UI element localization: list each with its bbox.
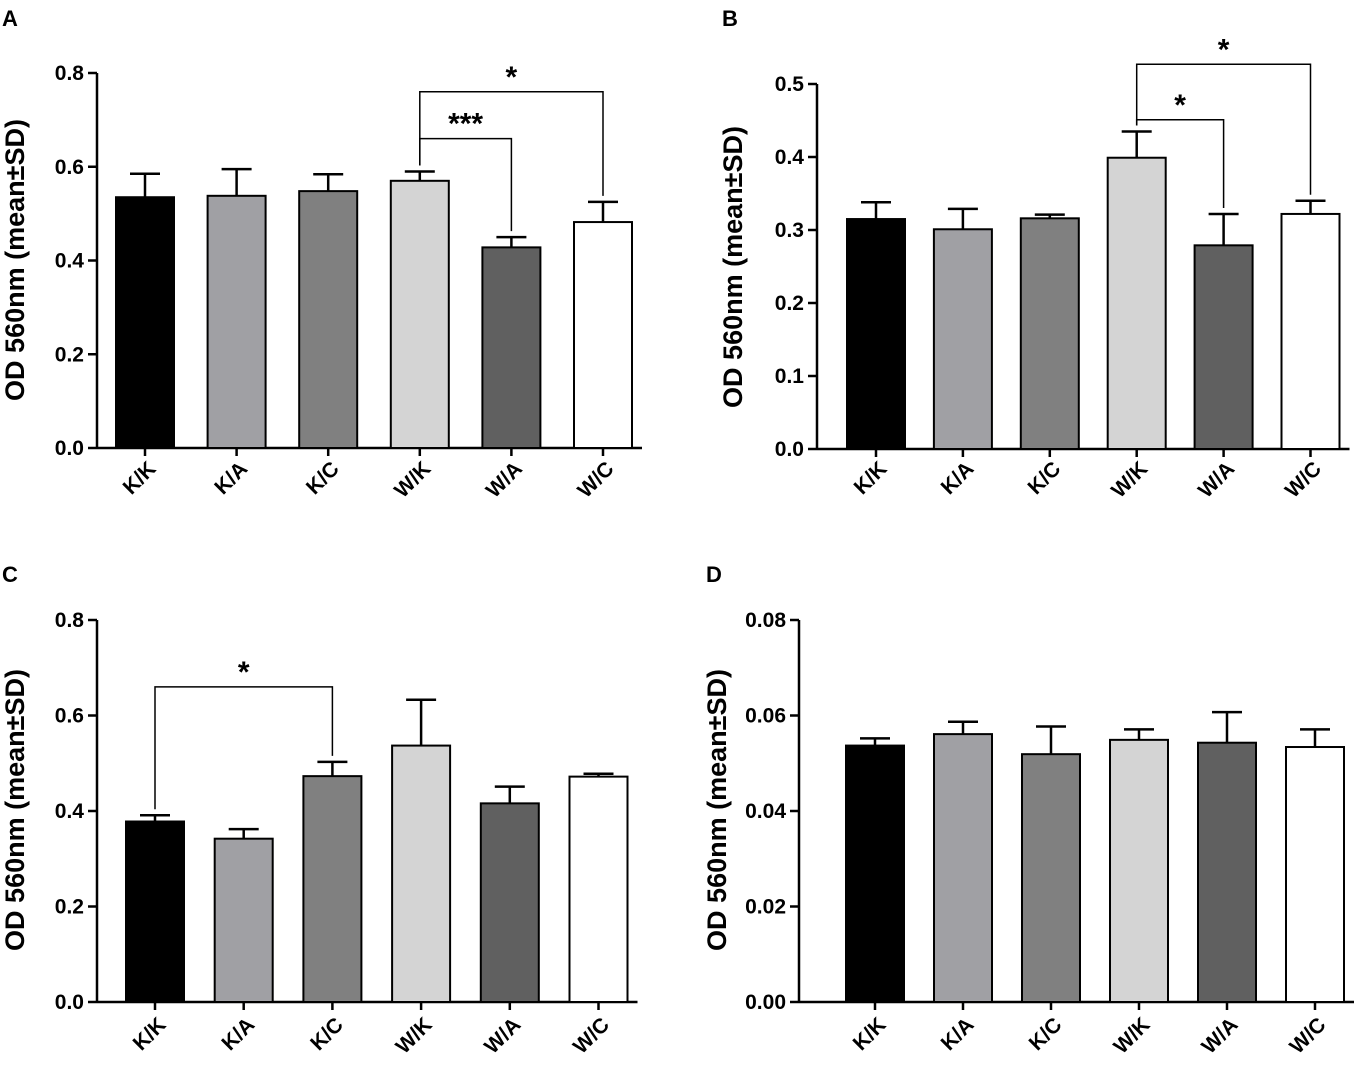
y-tick-label: 0.8 — [55, 609, 85, 632]
y-tick-label: 0.4 — [775, 146, 805, 169]
x-tick-label: K/A — [937, 457, 979, 499]
y-tick-label: 0.8 — [55, 62, 85, 85]
bar-k-k — [845, 744, 905, 1004]
plot-area: 0.0 0.2 0.4 0.6 0.8 K/K K/A K/C W/K W/A W/C * — [55, 609, 638, 1058]
x-tick-label: W/C — [569, 1013, 614, 1058]
y-tick-label: 0.0 — [55, 991, 84, 1014]
panel-label: C — [2, 562, 18, 587]
significance-bracket — [154, 686, 334, 810]
y-tick-label: 0.4 — [55, 250, 85, 273]
bar-w-k — [1109, 738, 1169, 1003]
bar-k-k — [115, 196, 175, 449]
bar-k-k — [125, 820, 185, 1003]
y-tick-label: 0.3 — [775, 219, 804, 242]
x-tick-label: W/K — [390, 457, 435, 502]
y-tick-label: 0.2 — [775, 292, 804, 315]
y-tick-label: 0.5 — [775, 73, 805, 96]
y-axis-label: OD 560nm (mean±SD) — [718, 126, 748, 408]
panel-d: D OD 560nm (mean±SD) 0.000.020.040.060.0… — [702, 562, 1354, 1058]
y-axis-label: OD 560nm (mean±SD) — [0, 119, 30, 401]
y-tick-label: 0.1 — [775, 365, 805, 388]
significance-label: * — [238, 656, 250, 689]
x-tick-label: W/A — [1197, 1013, 1242, 1058]
y-tick-label: 0.00 — [745, 991, 786, 1014]
y-tick-label: 0.6 — [55, 156, 84, 179]
x-tick-label: W/C — [1281, 457, 1326, 502]
bar-k-a — [206, 194, 267, 449]
bar-w-a — [481, 246, 542, 449]
y-tick-label: 0.2 — [55, 896, 84, 919]
y-tick-label: 0.04 — [745, 800, 786, 823]
x-tick-label: K/K — [119, 457, 161, 499]
y-tick-label: 0.0 — [55, 437, 84, 460]
x-tick-label: K/A — [210, 457, 252, 499]
plot-area: 0.00 0.02 0.04 0.06 0.08 K/K K/A K/C W/K W/A W/C — [745, 609, 1354, 1058]
x-tick-label: K/K — [129, 1013, 171, 1055]
x-tick-label: W/K — [1109, 1013, 1154, 1058]
x-tick-label: K/C — [302, 457, 344, 499]
significance-label: *** — [448, 108, 483, 141]
bar-w-a — [1197, 741, 1257, 1004]
panel-label: B — [722, 6, 738, 31]
x-tick-label: W/K — [1107, 457, 1152, 502]
x-tick-label: K/C — [1023, 457, 1065, 499]
panel-label: D — [706, 562, 722, 587]
bar-w-c — [1285, 746, 1345, 1004]
significance-label: * — [1218, 33, 1230, 66]
plot-area: 0.0 0.1 0.2 0.3 0.4 0.5 K/K K/A K/C W/K W/A W/C * * — [775, 33, 1350, 502]
x-tick-label: W/C — [573, 457, 618, 502]
bar-w-k — [391, 744, 452, 1004]
bar-k-c — [302, 775, 363, 1004]
panel-c: C OD 560nm (mean±SD) 0.0 0.2 0.4 0.6 0.8 K/K K… — [0, 562, 638, 1058]
bar-k-c — [1019, 217, 1080, 450]
y-axis-label: OD 560nm (mean±SD) — [702, 669, 732, 951]
x-tick-label: W/A — [482, 457, 527, 502]
x-tick-label: K/K — [850, 457, 892, 499]
x-tick-label: K/C — [1025, 1013, 1067, 1055]
x-tick-label: K/K — [849, 1013, 891, 1055]
bar-k-k — [846, 218, 906, 450]
y-axis-label: OD 560nm (mean±SD) — [0, 669, 30, 951]
panel-a: A OD 560nm (mean±SD) 0.0 0.2 0.4 0.6 0.8 K/K K… — [0, 6, 642, 502]
x-tick-label: K/A — [937, 1013, 979, 1055]
panel-b: B OD 560nm (mean±SD) 0.0 0.1 0.2 0.3 0.4 0.5 K… — [718, 6, 1350, 502]
x-tick-label: W/C — [1285, 1013, 1330, 1058]
panel-label: A — [2, 6, 18, 31]
bar-k-c — [298, 190, 359, 449]
bar-k-a — [213, 837, 274, 1003]
x-tick-label: W/A — [1194, 457, 1239, 502]
bar-w-c — [1280, 212, 1341, 450]
significance-bracket — [1135, 63, 1312, 195]
y-tick-label: 0.6 — [55, 705, 84, 728]
plot-area: 0.00.20.40.60.8K/K K/A K/C W/K W/A W/C**** — [55, 61, 642, 502]
y-tick-label: 0.0 — [775, 438, 804, 461]
bar-k-a — [932, 228, 993, 450]
y-tick-label: 0.2 — [55, 343, 84, 366]
bar-w-a — [1193, 244, 1254, 450]
bar-k-a — [933, 733, 993, 1003]
bar-w-c — [568, 775, 629, 1003]
significance-bracket — [419, 91, 604, 196]
x-tick-label: K/C — [306, 1013, 348, 1055]
bar-w-c — [573, 221, 633, 449]
y-tick-label: 0.4 — [55, 800, 85, 823]
y-tick-label: 0.08 — [745, 609, 786, 632]
bar-w-a — [479, 802, 540, 1003]
x-tick-label: W/K — [392, 1013, 437, 1058]
significance-label: * — [1174, 89, 1186, 122]
bar-k-c — [1021, 753, 1081, 1003]
y-tick-label: 0.06 — [745, 705, 786, 728]
x-tick-label: K/A — [217, 1013, 259, 1055]
x-tick-label: W/A — [480, 1013, 525, 1058]
bar-w-k — [389, 179, 450, 449]
bar-w-k — [1106, 156, 1167, 450]
significance-label: * — [506, 61, 518, 94]
y-tick-label: 0.02 — [745, 896, 786, 919]
